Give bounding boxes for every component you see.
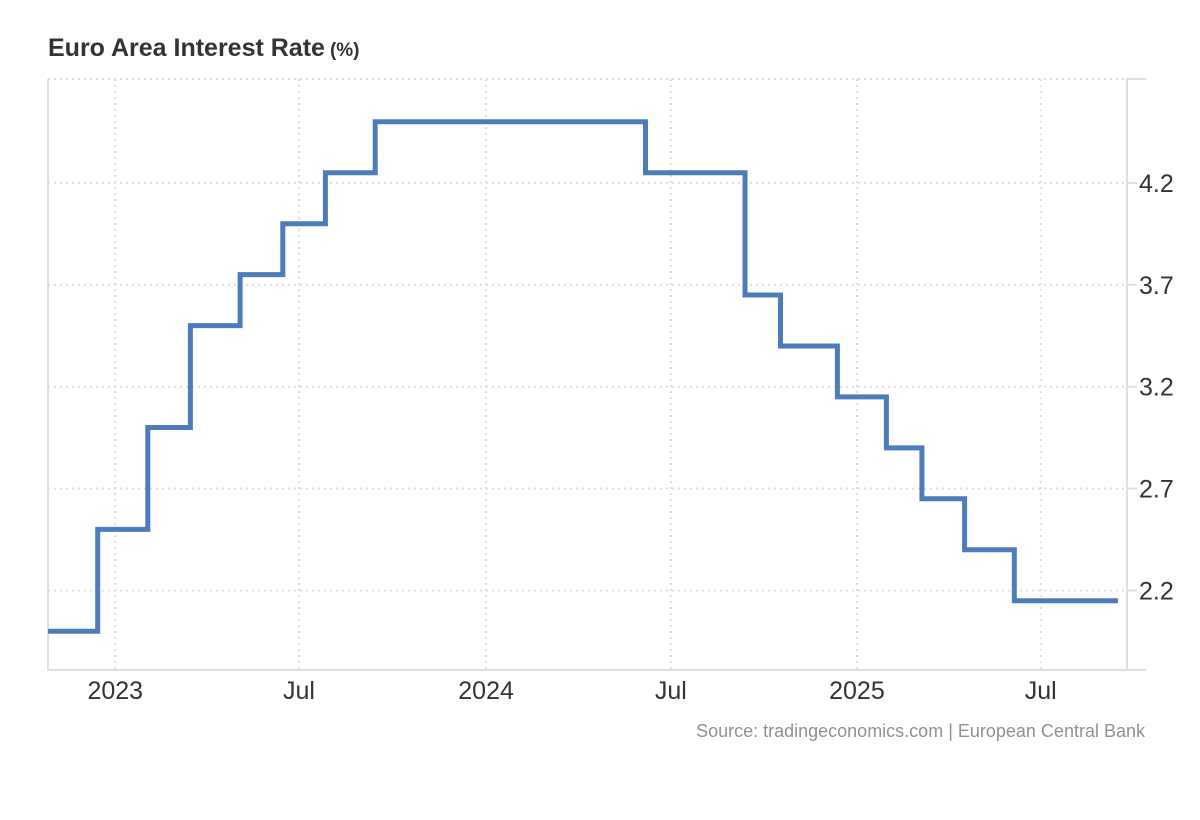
- x-tick-label: Jul: [655, 677, 687, 705]
- y-tick-label: 2.2: [1139, 578, 1174, 606]
- x-tick-label: Jul: [1025, 677, 1057, 705]
- source-attribution: Source: tradingeconomics.com | European …: [696, 721, 1145, 741]
- y-tick-label: 4.2: [1139, 170, 1174, 198]
- chart-title-text: Euro Area Interest Rate: [48, 34, 325, 62]
- chart-title-unit: (%): [329, 40, 360, 61]
- y-tick-label: 3.7: [1139, 272, 1174, 300]
- plot-area[interactable]: [48, 79, 1127, 670]
- y-tick-label: 3.2: [1139, 374, 1174, 402]
- x-tick-label: Jul: [283, 677, 315, 705]
- chart-title: Euro Area Interest Rate (%): [48, 34, 360, 63]
- rate-step-line: [48, 119, 1118, 634]
- x-tick-label: 2025: [829, 677, 885, 705]
- x-tick-label: 2024: [458, 677, 514, 705]
- x-tick-label: 2023: [87, 677, 143, 705]
- y-tick-label: 2.7: [1139, 476, 1174, 504]
